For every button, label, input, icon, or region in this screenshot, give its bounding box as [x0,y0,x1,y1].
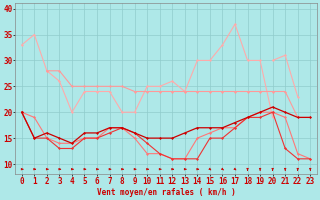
X-axis label: Vent moyen/en rafales ( km/h ): Vent moyen/en rafales ( km/h ) [97,188,236,197]
